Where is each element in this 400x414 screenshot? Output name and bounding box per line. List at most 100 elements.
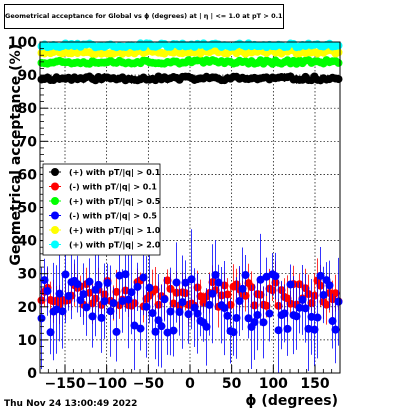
data-point	[172, 278, 181, 287]
data-point	[334, 75, 343, 84]
x-tick-label: 150	[300, 376, 329, 392]
x-tick-label: −50	[133, 376, 164, 392]
data-point	[169, 299, 178, 308]
data-point	[73, 280, 82, 289]
data-point	[310, 325, 319, 334]
data-point	[55, 289, 64, 298]
y-tick-label: 0	[27, 366, 37, 382]
data-point	[130, 321, 139, 330]
data-point	[262, 301, 271, 310]
data-point	[106, 307, 115, 316]
data-point	[133, 282, 142, 291]
data-point	[205, 300, 214, 309]
data-point	[136, 324, 145, 333]
data-point	[325, 281, 334, 290]
data-point	[331, 325, 340, 334]
data-point	[160, 295, 169, 304]
data-point	[211, 271, 220, 280]
data-point	[250, 318, 259, 327]
data-point	[283, 324, 292, 333]
data-point	[61, 270, 70, 279]
data-point	[37, 314, 46, 323]
legend-marker	[51, 168, 59, 176]
series-points	[37, 225, 343, 373]
legend-marker	[51, 240, 59, 249]
data-point	[244, 314, 253, 323]
data-point	[82, 303, 91, 312]
y-tick-label: 20	[18, 300, 38, 316]
data-point	[334, 58, 343, 67]
data-point	[256, 275, 265, 284]
data-point	[313, 313, 322, 322]
data-point	[142, 302, 151, 311]
data-point	[208, 289, 217, 298]
data-point	[232, 313, 241, 322]
data-point	[193, 309, 202, 318]
data-point	[334, 41, 343, 50]
data-point	[298, 295, 307, 304]
data-point	[43, 287, 52, 296]
legend-box	[42, 163, 161, 256]
legend-entry: (+) with pT/|q| > 0.1	[69, 168, 161, 177]
data-point	[223, 311, 232, 320]
y-tick-label: 100	[8, 35, 37, 51]
y-axis-label: Geometrical acceptance (%)	[8, 44, 24, 266]
data-point	[121, 270, 130, 279]
x-tick-label: −150	[45, 376, 86, 392]
data-point	[190, 303, 199, 312]
series-points	[37, 39, 343, 52]
data-point	[199, 298, 208, 307]
legend-marker	[51, 182, 59, 191]
data-point	[127, 288, 136, 297]
data-point	[319, 290, 328, 299]
y-tick-label: 70	[18, 134, 38, 150]
legend-entry: (+) with pT/|q| > 0.5	[69, 197, 161, 206]
data-point	[40, 276, 49, 285]
data-point	[169, 326, 178, 335]
data-point	[202, 322, 211, 331]
data-point	[328, 317, 337, 326]
data-point	[151, 285, 160, 294]
x-tick-label: 50	[222, 376, 242, 392]
data-point	[241, 271, 250, 280]
y-tick-label: 60	[18, 167, 38, 183]
data-point	[175, 308, 184, 317]
data-point	[76, 296, 85, 305]
data-point	[157, 322, 166, 331]
data-point	[187, 275, 196, 284]
data-point	[280, 309, 289, 318]
data-point	[271, 272, 280, 281]
series-points	[37, 56, 343, 68]
legend-entry: (-) with pT/|q| > 0.1	[69, 183, 157, 192]
y-tick-label: 10	[18, 333, 38, 349]
legend-entry: (+) with pT/|q| > 2.0	[69, 241, 161, 250]
data-point	[241, 291, 250, 300]
y-tick-label: 90	[18, 68, 38, 84]
data-point	[85, 277, 94, 286]
data-point	[139, 273, 148, 282]
series-points	[37, 72, 343, 85]
data-point	[100, 297, 109, 306]
data-point	[274, 326, 283, 335]
data-point	[238, 284, 247, 293]
data-point	[223, 290, 232, 299]
data-point	[148, 309, 157, 318]
data-point	[259, 318, 268, 327]
data-point	[286, 280, 295, 289]
data-point	[109, 299, 118, 308]
data-point	[307, 312, 316, 321]
data-point	[331, 289, 340, 298]
data-point	[292, 312, 301, 321]
data-point	[151, 327, 160, 336]
data-point	[58, 307, 67, 316]
data-point	[145, 283, 154, 292]
data-point	[304, 324, 313, 333]
data-point	[79, 290, 88, 299]
timestamp: Thu Nov 24 13:00:49 2022	[4, 399, 138, 409]
y-tick-label: 40	[18, 234, 38, 250]
data-point	[52, 305, 61, 314]
data-point	[184, 310, 193, 319]
y-tick-label: 30	[18, 267, 38, 283]
data-point	[334, 297, 343, 306]
data-point	[229, 328, 238, 337]
